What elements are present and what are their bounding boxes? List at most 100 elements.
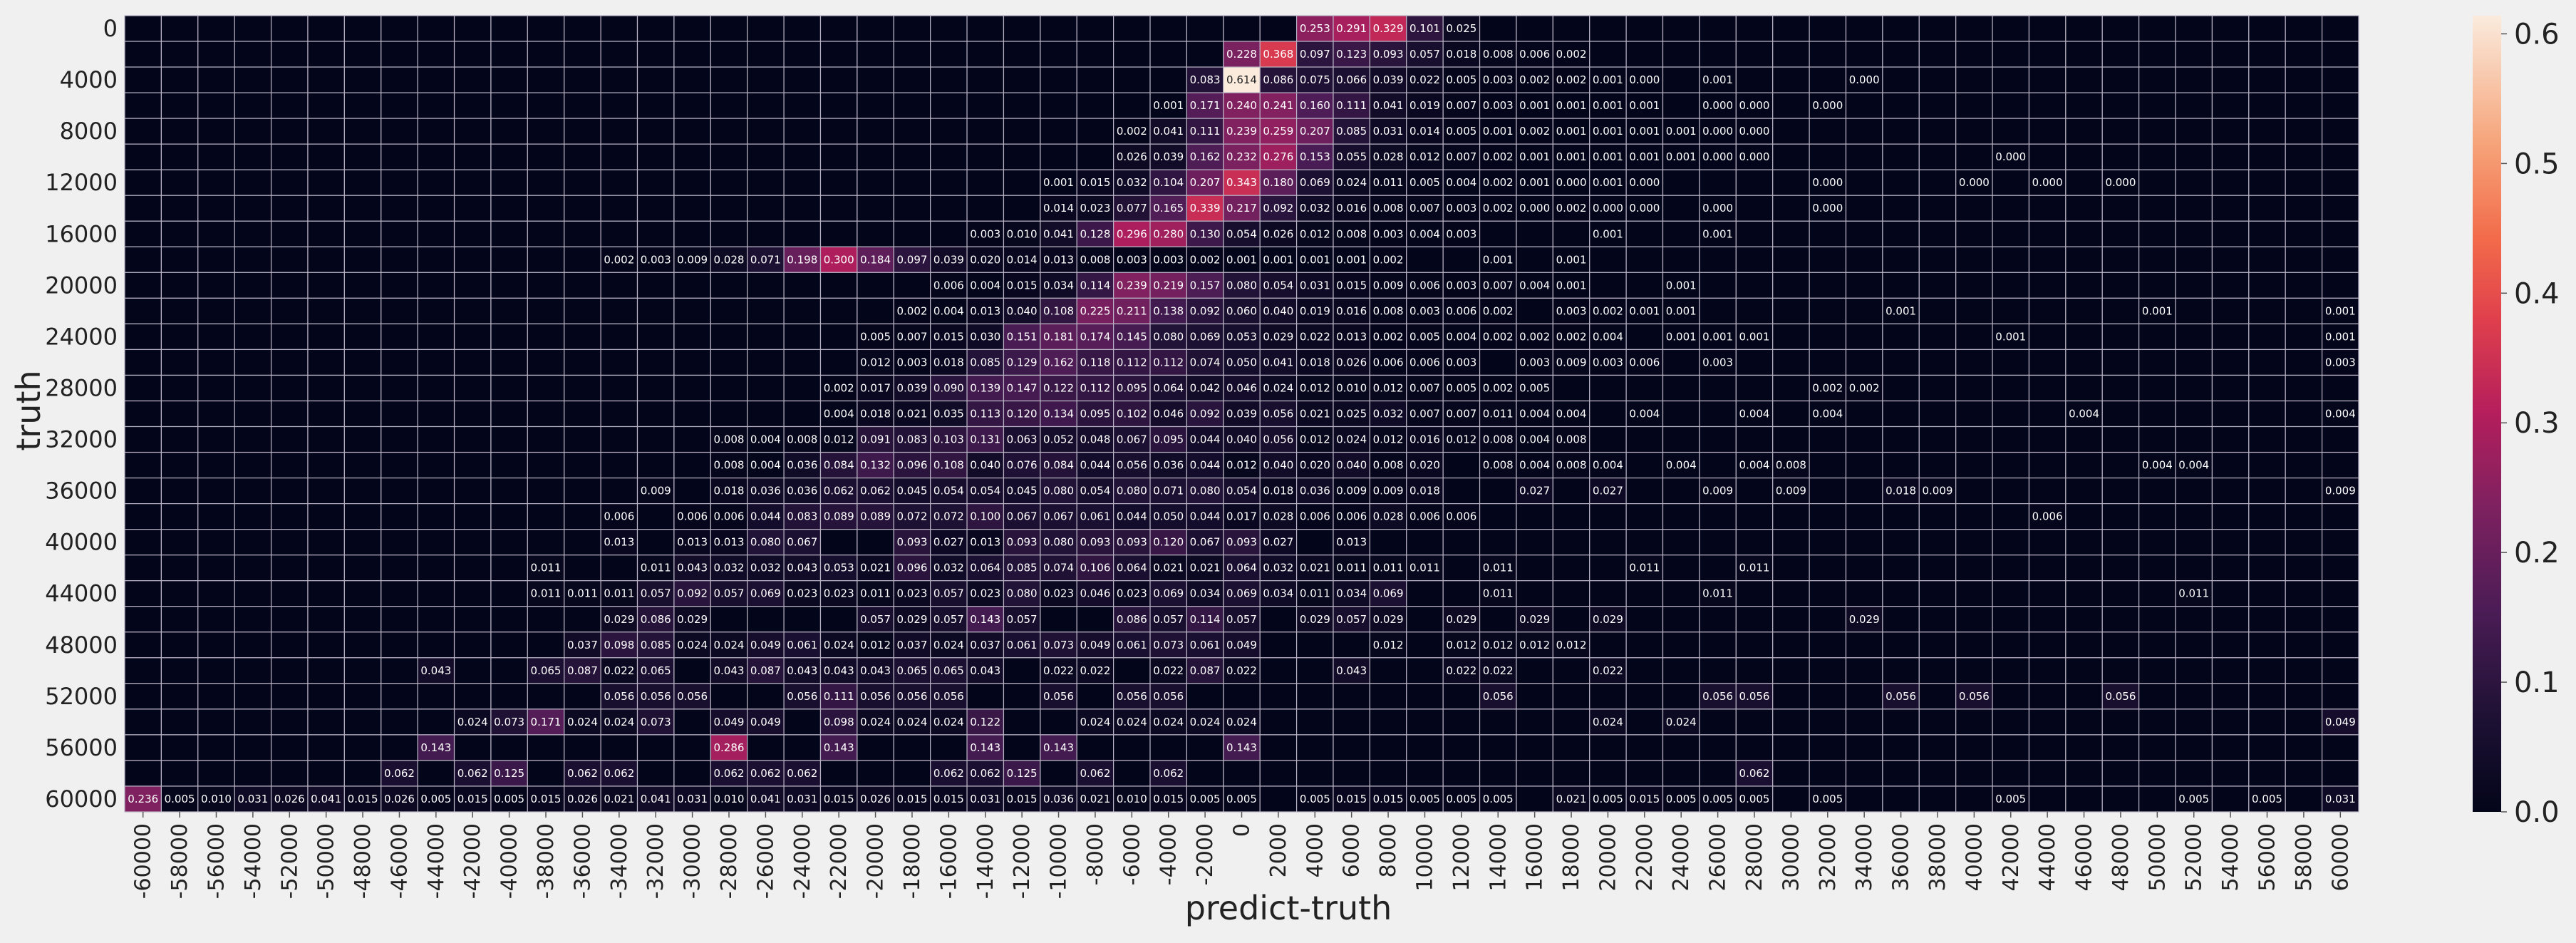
heatmap-cell [1003, 15, 1041, 42]
heatmap-cell [1918, 657, 1957, 684]
x-tick-label: 26000 [1706, 823, 1731, 891]
heatmap-cell [453, 323, 492, 351]
heatmap-cell [1918, 92, 1957, 119]
heatmap-cell [1918, 426, 1957, 453]
heatmap-cell [2101, 143, 2140, 170]
heatmap-cell [564, 760, 601, 787]
heatmap-cell [234, 349, 272, 376]
heatmap-cell [1882, 400, 1920, 428]
heatmap-cell [2101, 15, 2140, 42]
cell-value-label: 0.005 [2252, 793, 2282, 805]
cell-value-label: 0.143 [970, 741, 1000, 754]
cell-value-label: 0.092 [1190, 408, 1221, 421]
cell-value-label: 0.012 [860, 639, 891, 651]
heatmap-cell [307, 708, 345, 736]
heatmap-cell [1845, 708, 1883, 736]
x-tick-label: 50000 [2145, 823, 2170, 891]
cell-value-label: 0.089 [824, 510, 854, 523]
x-tick-label: 2000 [1266, 823, 1291, 877]
heatmap-cell [490, 246, 528, 273]
heatmap-cell [1735, 41, 1774, 68]
heatmap-cell [1442, 785, 1481, 813]
cell-value-label: 0.087 [750, 664, 781, 677]
heatmap-cell [564, 41, 601, 68]
heatmap-cell [417, 169, 455, 196]
heatmap-cell [1369, 169, 1407, 196]
heatmap-cell [1918, 374, 1957, 402]
heatmap-cell [1625, 143, 1664, 170]
cell-value-label: 0.015 [457, 793, 488, 805]
heatmap-cell [1223, 220, 1261, 247]
heatmap-cell [1442, 760, 1481, 787]
heatmap-cell [307, 503, 345, 530]
heatmap-cell [1662, 400, 1700, 428]
heatmap-cell [1003, 477, 1041, 505]
heatmap-cell [1259, 683, 1298, 710]
heatmap-cell [1223, 272, 1261, 299]
cell-value-label: 0.024 [933, 639, 964, 651]
heatmap-cell [2028, 400, 2067, 428]
heatmap-cell [1882, 272, 1920, 299]
heatmap-cell [710, 169, 748, 196]
heatmap-cell [747, 606, 785, 633]
heatmap-cell [1149, 657, 1188, 684]
heatmap-cell [1295, 708, 1334, 736]
cell-value-label: 0.062 [1080, 767, 1110, 780]
heatmap-cell [564, 785, 601, 813]
x-tick-label: 6000 [1340, 823, 1365, 877]
heatmap-cell [636, 169, 675, 196]
heatmap-cell [1918, 118, 1957, 145]
heatmap-cell [1479, 220, 1517, 247]
heatmap-cell [1552, 734, 1590, 761]
heatmap-cell [2285, 400, 2323, 428]
heatmap-cell [1625, 683, 1664, 710]
heatmap-cell [673, 41, 711, 68]
cell-value-label: 0.198 [787, 253, 817, 266]
heatmap-cell [270, 349, 309, 376]
cell-value-label: 0.002 [1483, 304, 1514, 317]
heatmap-cell [1552, 606, 1590, 633]
heatmap-cell [1295, 785, 1334, 813]
heatmap-cell [1992, 477, 2030, 505]
heatmap-cell [1589, 349, 1627, 376]
heatmap-cell [930, 92, 968, 119]
heatmap-cell [1333, 708, 1370, 736]
heatmap-cell [2248, 41, 2286, 68]
cell-value-label: 0.108 [1043, 304, 1074, 317]
heatmap-cell [343, 657, 382, 684]
cell-value-label: 0.052 [1043, 433, 1074, 446]
heatmap-cell [1809, 246, 1847, 273]
cell-value-label: 0.062 [933, 767, 964, 780]
x-tick-label: -40000 [497, 823, 522, 899]
heatmap-cell [710, 15, 748, 42]
heatmap-cell [783, 580, 822, 607]
cell-value-label: 0.013 [1043, 253, 1074, 266]
heatmap-cell [1809, 400, 1847, 428]
cell-value-label: 0.005 [1446, 793, 1476, 805]
cell-value-label: 0.024 [1153, 716, 1184, 728]
heatmap-cell [893, 66, 931, 93]
cell-value-label: 0.022 [1043, 664, 1074, 677]
cell-value-label: 0.061 [1080, 510, 1110, 523]
heatmap-cell [270, 323, 309, 351]
heatmap-cell [1113, 41, 1151, 68]
heatmap-cell [1735, 349, 1774, 376]
heatmap-cell [1809, 657, 1847, 684]
x-tick-label: 30000 [1779, 823, 1804, 891]
heatmap-cell [1040, 118, 1077, 145]
heatmap-cell [1295, 477, 1334, 505]
cell-value-label: 0.001 [1153, 99, 1184, 112]
heatmap-cell [1113, 246, 1151, 273]
heatmap-cell [930, 220, 968, 247]
heatmap-cell [673, 323, 711, 351]
cell-value-label: 0.232 [1226, 150, 1257, 163]
heatmap-cell [1442, 169, 1481, 196]
cell-value-label: 0.024 [860, 716, 891, 728]
heatmap-cell [857, 92, 894, 119]
heatmap-cell [1406, 734, 1444, 761]
cell-value-label: 0.046 [1153, 408, 1184, 421]
heatmap-cell [1113, 374, 1151, 402]
heatmap-cell [270, 195, 309, 222]
cell-value-label: 0.004 [1593, 459, 1623, 472]
cell-value-label: 0.040 [970, 459, 1000, 472]
